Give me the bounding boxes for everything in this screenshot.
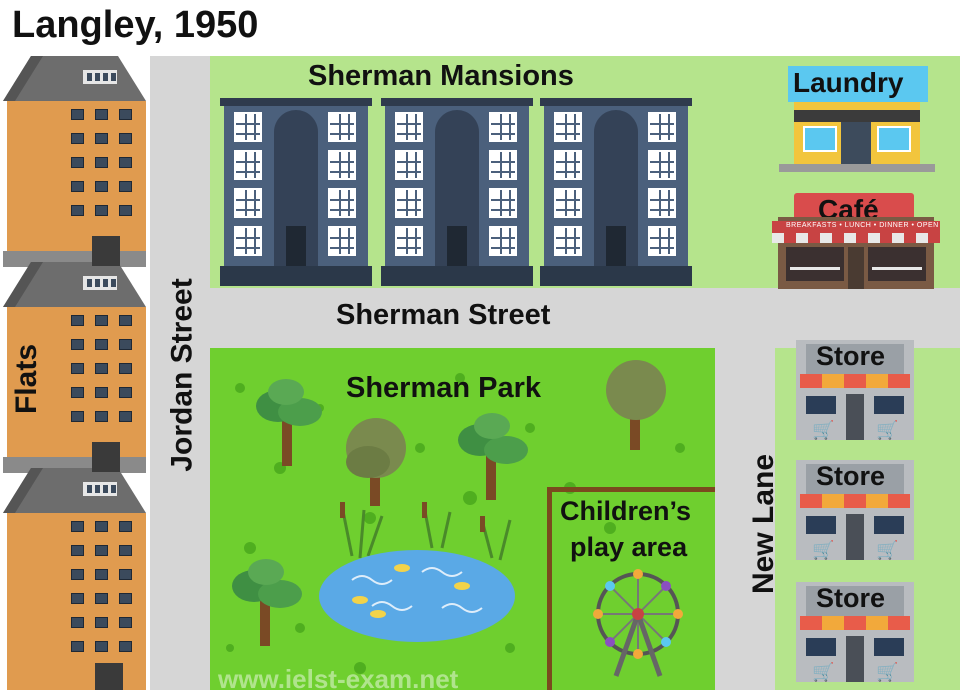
flat-building-1 [3, 56, 146, 267]
flat-door [92, 236, 120, 266]
flats-label: Flats [10, 343, 44, 415]
flat-roof [3, 468, 146, 513]
flat-building-3 [3, 468, 146, 690]
map-title: Langley, 1950 [12, 4, 259, 46]
laundry-sign [788, 66, 928, 102]
flat-wall [7, 101, 146, 251]
laundry-label: Laundry [793, 67, 904, 98]
flat-wall [7, 513, 146, 690]
store-building-3: 🛒 🛒 [796, 582, 914, 682]
flat-roof [3, 262, 146, 307]
pond [319, 502, 515, 642]
store-label-2: Store [816, 461, 886, 491]
play-area-label-line2: play area [570, 532, 688, 562]
flat-door [92, 442, 120, 472]
laundry-building: Laundry [779, 66, 935, 172]
play-area-border [547, 487, 715, 690]
mansion-building-2 [381, 98, 533, 288]
mansion-building-3 [540, 98, 692, 288]
tree-icon [256, 379, 322, 466]
play-area-label-line1: Children’s [560, 496, 692, 526]
sherman-street-road [210, 288, 960, 348]
tree-icon [346, 418, 406, 506]
sherman-mansions-label: Sherman Mansions [308, 60, 574, 92]
flat-roof [3, 56, 146, 101]
store-building-2: 🛒 🛒 [796, 460, 914, 560]
cafe-building: Café BREAKFASTS • LUNCH • DINNER • OPEN [772, 191, 940, 289]
sherman-street-label: Sherman Street [336, 299, 551, 331]
store-label-1: Store [816, 341, 886, 371]
new-lane-label: New Lane [747, 453, 781, 595]
sherman-park-label: Sherman Park [346, 372, 542, 404]
tree-icon [606, 360, 666, 450]
flat-wall [7, 307, 146, 457]
tree-icon [458, 413, 528, 500]
tree-icon [232, 559, 302, 646]
store-building-1: 🛒 🛒 [796, 340, 914, 440]
jordan-street-road [150, 56, 210, 690]
store-label-3: Store [816, 583, 886, 613]
watermark: www.ielst-exam.net [218, 664, 459, 694]
jordan-street-label: Jordan Street [165, 278, 199, 472]
mansion-building-1 [220, 98, 372, 288]
new-lane-road [715, 348, 775, 690]
cafe-menu-text: BREAKFASTS • LUNCH • DINNER • OPEN [786, 222, 939, 229]
flat-building-2 [3, 262, 146, 473]
ferris-wheel-icon [593, 569, 683, 677]
